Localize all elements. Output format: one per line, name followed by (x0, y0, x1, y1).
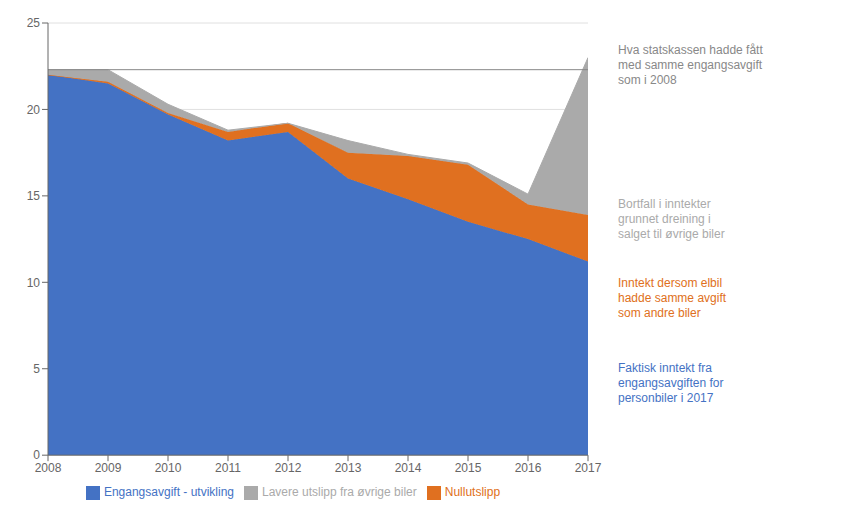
svg-text:2013: 2013 (335, 461, 362, 475)
svg-text:15: 15 (27, 189, 41, 203)
html-text:Hva statskassen hadde fått med: Hva statskassen hadde fått med samme eng… (618, 42, 763, 87)
svg-text:25: 25 (27, 16, 41, 30)
html-text:Nullutslipp: Nullutslipp (444, 485, 501, 500)
svg-text:2009: 2009 (95, 461, 122, 475)
svg-text:0: 0 (33, 448, 40, 462)
svg-text:2011: 2011 (215, 461, 241, 475)
html-text:Bortfall i inntekter grunnet d: Bortfall i inntekter grunnet dreining i … (618, 196, 725, 241)
svg-text:2017: 2017 (575, 461, 602, 475)
svg-text:20: 20 (27, 103, 41, 117)
html-text:Engangsavgift - utvikling: Engangsavgift - utvikling (103, 485, 234, 500)
html-text:Faktisk inntekt fra engangsavg: Faktisk inntekt fra engangsavgiften for … (618, 360, 724, 405)
svg-text:2016: 2016 (515, 461, 542, 475)
svg-text:2015: 2015 (455, 461, 482, 475)
svg-text:2008: 2008 (35, 461, 62, 475)
svg-text:10: 10 (27, 276, 41, 290)
svg-text:2014: 2014 (395, 461, 422, 475)
svg-text:2012: 2012 (275, 461, 302, 475)
svg-text:5: 5 (33, 362, 40, 376)
html-text:Lavere utslipp fra øvrige bile: Lavere utslipp fra øvrige biler (262, 485, 417, 500)
html-text:Inntekt dersom elbil hadde sam: Inntekt dersom elbil hadde samme avgift … (618, 276, 727, 321)
svg-text:2010: 2010 (155, 461, 182, 475)
